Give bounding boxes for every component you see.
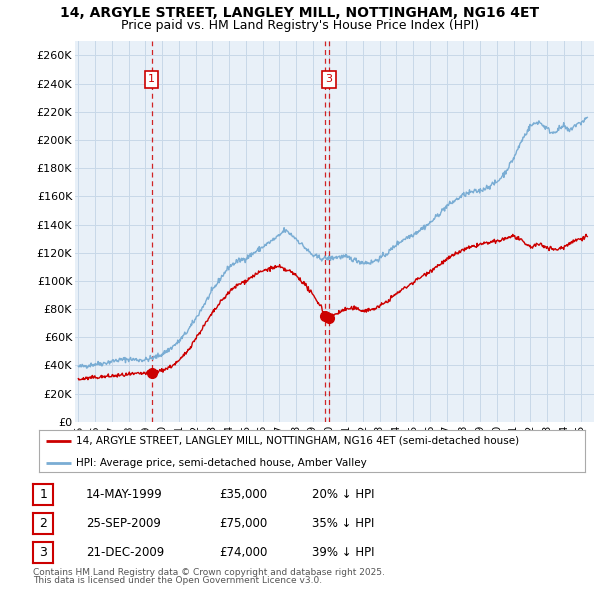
Text: Price paid vs. HM Land Registry's House Price Index (HPI): Price paid vs. HM Land Registry's House … (121, 19, 479, 32)
Text: 14-MAY-1999: 14-MAY-1999 (86, 488, 163, 501)
Text: HPI: Average price, semi-detached house, Amber Valley: HPI: Average price, semi-detached house,… (76, 458, 367, 468)
Text: £74,000: £74,000 (219, 546, 268, 559)
Text: 14, ARGYLE STREET, LANGLEY MILL, NOTTINGHAM, NG16 4ET: 14, ARGYLE STREET, LANGLEY MILL, NOTTING… (61, 6, 539, 20)
Text: 3: 3 (39, 546, 47, 559)
Text: This data is licensed under the Open Government Licence v3.0.: This data is licensed under the Open Gov… (33, 576, 322, 585)
Text: 1: 1 (39, 488, 47, 501)
Text: Contains HM Land Registry data © Crown copyright and database right 2025.: Contains HM Land Registry data © Crown c… (33, 568, 385, 577)
Text: 20% ↓ HPI: 20% ↓ HPI (312, 488, 374, 501)
Text: 21-DEC-2009: 21-DEC-2009 (86, 546, 164, 559)
Text: 2: 2 (39, 517, 47, 530)
Text: 3: 3 (325, 74, 332, 84)
Text: 14, ARGYLE STREET, LANGLEY MILL, NOTTINGHAM, NG16 4ET (semi-detached house): 14, ARGYLE STREET, LANGLEY MILL, NOTTING… (76, 436, 519, 446)
Text: 25-SEP-2009: 25-SEP-2009 (86, 517, 161, 530)
Text: 35% ↓ HPI: 35% ↓ HPI (312, 517, 374, 530)
Text: 39% ↓ HPI: 39% ↓ HPI (312, 546, 374, 559)
Text: 1: 1 (148, 74, 155, 84)
Text: £75,000: £75,000 (219, 517, 267, 530)
Text: £35,000: £35,000 (219, 488, 267, 501)
